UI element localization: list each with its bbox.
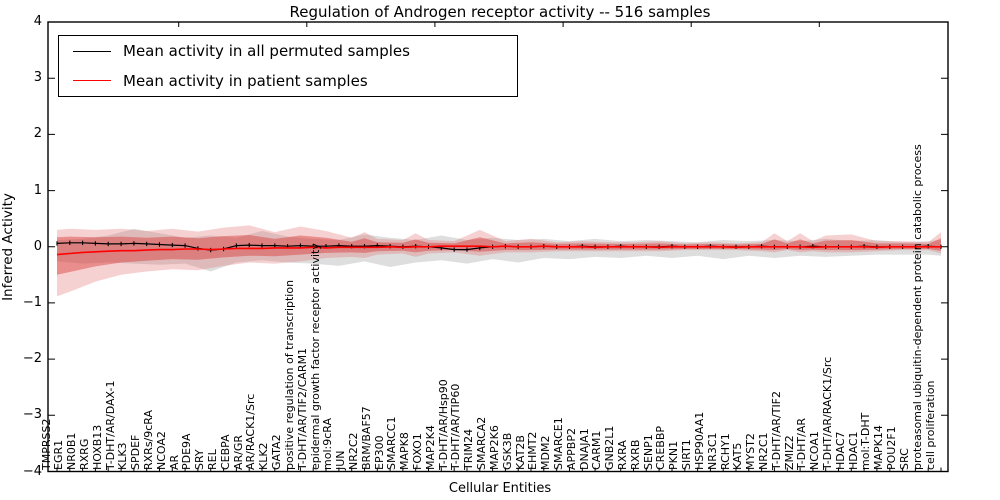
x-tick-label: GNB2L1 <box>603 425 617 470</box>
x-tick-label: BRM/BAF57 <box>359 406 373 470</box>
x-tick-label: SIRT1 <box>680 439 694 470</box>
x-tick-label: AR/GR <box>231 434 245 470</box>
x-tick-label: T-DHT/AR/Hsp90 <box>436 379 450 470</box>
x-tick-label: T-DHT/AR/RACK1/Src <box>821 356 834 470</box>
x-tick-label: NR0B1 <box>65 432 79 470</box>
x-tick-label: RXRA <box>616 440 630 470</box>
x-tick-label: EHMT2 <box>526 431 540 470</box>
x-tick-label: NR2C2 <box>346 432 360 470</box>
x-tick-label: GATA2 <box>270 434 284 470</box>
band-patient-samples-inner-range <box>57 235 941 275</box>
x-tick-label: RXRB <box>628 439 642 470</box>
x-tick-label: APPBP2 <box>564 428 578 470</box>
x-tick-label: TMPRSS2 <box>39 418 53 470</box>
x-tick-label: DNAJA1 <box>577 428 591 470</box>
x-tick-label: NR2C1 <box>756 432 770 470</box>
x-tick-label: MAP2K4 <box>423 425 437 470</box>
x-tick-label: SENP1 <box>641 434 655 470</box>
x-tick-label: HDAC7 <box>833 431 847 470</box>
legend-item-permuted: Mean activity in all permuted samples <box>59 37 517 65</box>
x-tick-label: CREBBP <box>654 426 668 470</box>
x-tick-label: KLK3 <box>116 442 130 470</box>
band-patient-samples-outer-range <box>57 225 941 297</box>
x-tick-label: MAP2K6 <box>487 425 501 470</box>
x-tick-label: mol:T-DHT <box>859 412 873 470</box>
x-tick-label: CARM1 <box>590 430 604 470</box>
legend-label-permuted: Mean activity in all permuted samples <box>123 42 410 61</box>
legend: Mean activity in all permuted samples Me… <box>58 35 518 97</box>
legend-label-patient: Mean activity in patient samples <box>123 71 368 90</box>
chart-title: Regulation of Androgen receptor activity… <box>289 3 711 21</box>
x-tick-label: MAPK8 <box>398 432 412 470</box>
y-tick-label: −4 <box>22 463 42 479</box>
x-tick-label: CEBPA <box>218 434 232 470</box>
y-axis-title: Inferred Activity <box>0 193 16 301</box>
x-tick-label: EP300 <box>372 435 386 470</box>
x-tick-label: AR <box>167 454 181 470</box>
y-tick-label: −1 <box>22 294 42 310</box>
x-tick-label: FOXO1 <box>411 433 425 470</box>
x-tick-label: epidermal growth factor receptor activit… <box>308 243 322 470</box>
x-tick-label: KLK2 <box>257 442 271 470</box>
x-tick-label: JUN <box>334 450 348 470</box>
x-tick-label: RXRG <box>77 438 91 470</box>
y-tick-label: 3 <box>33 70 42 86</box>
y-tick-label: 4 <box>33 14 42 29</box>
x-tick-label: SRC <box>897 448 911 470</box>
y-tick-label: −3 <box>22 407 42 423</box>
x-tick-label: KAT2B <box>513 435 527 470</box>
axis-ticks <box>48 21 948 472</box>
x-tick-label: SMARCA2 <box>475 416 489 470</box>
x-tick-label: T-DHT/AR/DAX-1 <box>103 380 117 470</box>
x-tick-label: PKN1 <box>667 440 681 470</box>
x-tick-label: TRIM24 <box>462 428 476 470</box>
x-tick-label: REL <box>206 449 220 470</box>
x-tick-label: mol:9cRA <box>321 418 335 470</box>
x-tick-label: NCOA1 <box>808 431 822 470</box>
x-tick-label: T-DHT/AR/TIF2 <box>769 390 783 470</box>
x-tick-label: ZMIZ2 <box>782 435 796 470</box>
x-tick-label: MAPK14 <box>872 425 886 470</box>
y-tick-label: 2 <box>33 126 42 142</box>
x-tick-label: POU2F1 <box>885 426 899 470</box>
x-tick-label: EGR1 <box>52 439 66 470</box>
x-tick-label: SMARCE1 <box>551 417 565 470</box>
y-tick-label: 0 <box>33 238 42 254</box>
y-tick-label: 1 <box>33 182 42 198</box>
x-tick-label: HOXB13 <box>90 424 104 470</box>
x-tick-label: cell proliferation <box>923 380 937 470</box>
x-tick-label: RXRs/9cRA <box>141 409 155 470</box>
x-tick-label: MDM2 <box>539 435 553 470</box>
x-tick-label: SRY <box>193 449 207 470</box>
x-tick-label: PDE9A <box>180 433 194 470</box>
x-tick-label: GSK3B <box>500 432 514 470</box>
x-tick-label: T-DHT/AR/TIF2/CARM1 <box>295 347 309 470</box>
x-tick-label: SPDEF <box>129 434 143 470</box>
x-tick-label: HSP90AA1 <box>692 411 706 470</box>
x-tick-label: NR3C1 <box>705 432 719 470</box>
x-tick-label: T-DHT/AR <box>795 417 809 470</box>
x-tick-label: MYST2 <box>744 433 758 470</box>
x-tick-label: AR/RACK1/Src <box>244 393 258 470</box>
y-tick-label: −2 <box>22 351 42 367</box>
x-tick-label: NCOA2 <box>154 431 168 470</box>
x-tick-label: proteasomal ubiquitin-dependent protein … <box>910 144 924 470</box>
patient-mean-line <box>56 245 941 256</box>
x-axis-title: Cellular Entities <box>448 481 552 496</box>
x-tick-label: positive regulation of transcription <box>282 279 296 470</box>
legend-item-patient: Mean activity in patient samples <box>59 67 517 95</box>
x-tick-label: RCHY1 <box>718 433 732 470</box>
patient-line-sample <box>73 80 111 82</box>
band-permuted-samples-range <box>57 228 941 272</box>
permuted-line-sample <box>73 50 111 52</box>
x-tick-label: SMARCC1 <box>385 416 399 470</box>
x-tick-label: T-DHT/AR/TIP60 <box>449 383 463 470</box>
x-tick-label: HDAC1 <box>846 431 860 470</box>
x-tick-label: KAT5 <box>731 442 745 470</box>
